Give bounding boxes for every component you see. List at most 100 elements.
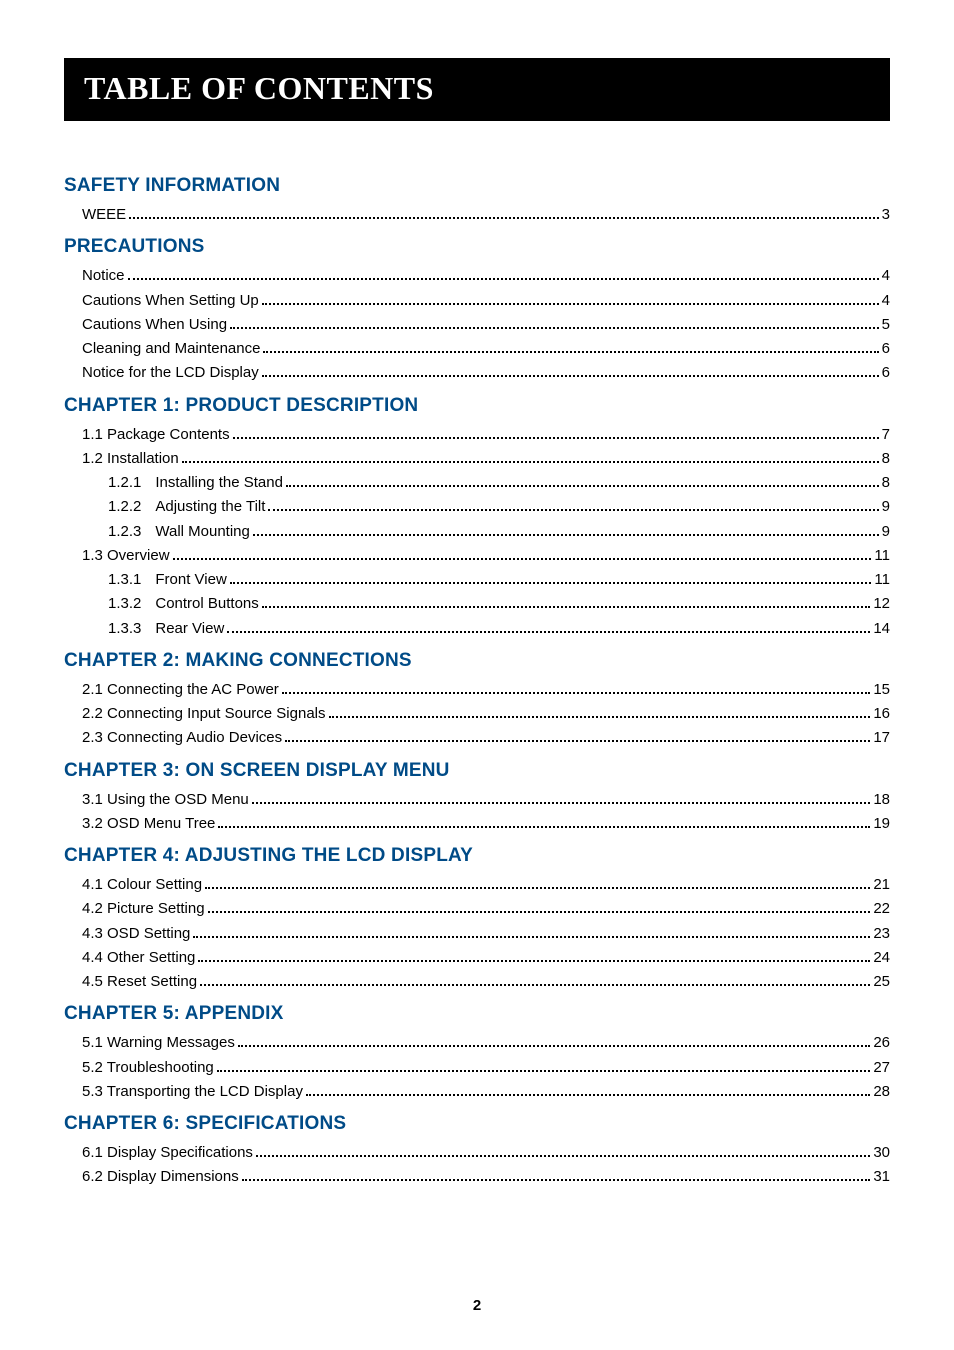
toc-entry: 1.3.2Control Buttons12 — [64, 592, 890, 615]
section-heading: CHAPTER 4: ADJUSTING THE LCD DISPLAY — [64, 845, 890, 867]
toc-entry-page: 31 — [873, 1165, 890, 1188]
toc-entry: 4.4 Other Setting24 — [64, 946, 890, 969]
toc-leader-dots — [173, 546, 872, 560]
toc-leader-dots — [128, 267, 879, 281]
toc-entry: 1.2 Installation 8 — [64, 447, 890, 470]
toc-entry: Cleaning and Maintenance6 — [64, 337, 890, 360]
toc-entry-page: 26 — [873, 1031, 890, 1054]
toc-entry-number: 1.3.1 — [108, 568, 155, 591]
toc-entry-page: 8 — [882, 471, 890, 494]
toc-entry: 1.2.2Adjusting the Tilt 9 — [64, 495, 890, 518]
toc-leader-dots — [129, 206, 878, 220]
toc-entry-label: Control Buttons — [155, 592, 258, 615]
toc-entry-label: 6.2 Display Dimensions — [82, 1165, 239, 1188]
toc-entry-page: 30 — [873, 1141, 890, 1164]
toc-entry-page: 11 — [874, 568, 890, 591]
toc-leader-dots — [286, 474, 879, 488]
toc-entry-page: 18 — [873, 788, 890, 811]
toc-entry-label: Cautions When Using — [82, 313, 227, 336]
toc-entry: 4.5 Reset Setting25 — [64, 970, 890, 993]
toc-leader-dots — [233, 425, 879, 439]
toc-entry: 6.1 Display Specifications 30 — [64, 1141, 890, 1164]
toc-entry-page: 14 — [873, 617, 890, 640]
toc-entry-label: WEEE — [82, 203, 126, 226]
toc-entry-page: 21 — [873, 873, 890, 896]
toc-entry-label: 4.2 Picture Setting — [82, 897, 205, 920]
toc-entry-label: Front View — [155, 568, 226, 591]
toc-entry: 5.2 Troubleshooting27 — [64, 1056, 890, 1079]
toc-leader-dots — [285, 729, 870, 743]
page-number: 2 — [0, 1297, 954, 1314]
toc-entry-label: 1.1 Package Contents — [82, 423, 230, 446]
toc-leader-dots — [217, 1058, 871, 1072]
toc-entry-label: 4.4 Other Setting — [82, 946, 195, 969]
toc-entry-label: 4.1 Colour Setting — [82, 873, 202, 896]
toc-entry: 6.2 Display Dimensions 31 — [64, 1165, 890, 1188]
toc-leader-dots — [262, 364, 879, 378]
toc-entry-label: Rear View — [155, 617, 224, 640]
toc-entry-label: Cautions When Setting Up — [82, 289, 259, 312]
toc-leader-dots — [268, 498, 878, 512]
toc-leader-dots — [256, 1144, 870, 1158]
toc-entry-page: 16 — [873, 702, 890, 725]
section-heading: PRECAUTIONS — [64, 236, 890, 258]
toc-entry: 5.1 Warning Messages26 — [64, 1031, 890, 1054]
title-bar: TABLE OF CONTENTS — [64, 58, 890, 121]
toc-entry-page: 5 — [882, 313, 890, 336]
toc-leader-dots — [262, 291, 879, 305]
toc-entry-label: 2.2 Connecting Input Source Signals — [82, 702, 326, 725]
toc-entry-label: 1.2 Installation — [82, 447, 179, 470]
section-heading: CHAPTER 2: MAKING CONNECTIONS — [64, 650, 890, 672]
toc-leader-dots — [282, 680, 871, 694]
toc-entry: 3.2 OSD Menu Tree19 — [64, 812, 890, 835]
toc-entry-label: Notice — [82, 264, 125, 287]
toc-entry-page: 11 — [874, 544, 890, 567]
page-container: TABLE OF CONTENTS SAFETY INFORMATION WEEE… — [0, 0, 954, 1230]
toc-entry-number: 1.2.2 — [108, 495, 155, 518]
toc-entry-label: 6.1 Display Specifications — [82, 1141, 253, 1164]
toc-leader-dots — [238, 1034, 870, 1048]
toc-entry: Cautions When Setting Up4 — [64, 289, 890, 312]
toc-entry-page: 4 — [882, 264, 890, 287]
toc-entry: 3.1 Using the OSD Menu18 — [64, 788, 890, 811]
toc-entry: 5.3 Transporting the LCD Display28 — [64, 1080, 890, 1103]
toc-entry: 1.3 Overview11 — [64, 544, 890, 567]
section-heading: CHAPTER 1: PRODUCT DESCRIPTION — [64, 395, 890, 417]
toc-leader-dots — [252, 790, 871, 804]
toc-entry: 1.3.3Rear View 14 — [64, 617, 890, 640]
toc-entry-label: 2.1 Connecting the AC Power — [82, 678, 279, 701]
toc-entry-page: 9 — [882, 520, 890, 543]
toc-entry-number: 1.3.2 — [108, 592, 155, 615]
toc-leader-dots — [262, 595, 871, 609]
toc-entry-page: 25 — [873, 970, 890, 993]
toc-entry-label: 5.3 Transporting the LCD Display — [82, 1080, 303, 1103]
section-heading: SAFETY INFORMATION — [64, 175, 890, 197]
toc-entry-number: 1.3.3 — [108, 617, 155, 640]
toc-entry: 4.2 Picture Setting22 — [64, 897, 890, 920]
toc-entry: 1.3.1Front View 11 — [64, 568, 890, 591]
toc-leader-dots — [193, 924, 870, 938]
toc-entry-number: 1.2.1 — [108, 471, 155, 494]
toc-entry-label: Adjusting the Tilt — [155, 495, 265, 518]
toc-leader-dots — [182, 449, 879, 463]
toc-entry: Notice for the LCD Display6 — [64, 361, 890, 384]
toc-entry-page: 6 — [882, 361, 890, 384]
toc-entry-label: Installing the Stand — [155, 471, 283, 494]
toc-entry-page: 8 — [882, 447, 890, 470]
toc-entry-label: Wall Mounting — [155, 520, 249, 543]
toc-entry-label: 3.2 OSD Menu Tree — [82, 812, 215, 835]
toc-entry: 1.1 Package Contents7 — [64, 423, 890, 446]
toc-entry-page: 27 — [873, 1056, 890, 1079]
toc-leader-dots — [242, 1168, 871, 1182]
toc-entry: 2.3 Connecting Audio Devices17 — [64, 726, 890, 749]
toc-entry: 4.1 Colour Setting 21 — [64, 873, 890, 896]
toc-leader-dots — [230, 315, 879, 329]
toc-leader-dots — [227, 619, 870, 633]
toc-leader-dots — [200, 973, 870, 987]
toc-leader-dots — [230, 571, 872, 585]
toc-leader-dots — [208, 900, 871, 914]
toc-entry-page: 9 — [882, 495, 890, 518]
toc-leader-dots — [263, 340, 878, 354]
toc-entry-page: 15 — [873, 678, 890, 701]
toc-entry: 4.3 OSD Setting23 — [64, 922, 890, 945]
